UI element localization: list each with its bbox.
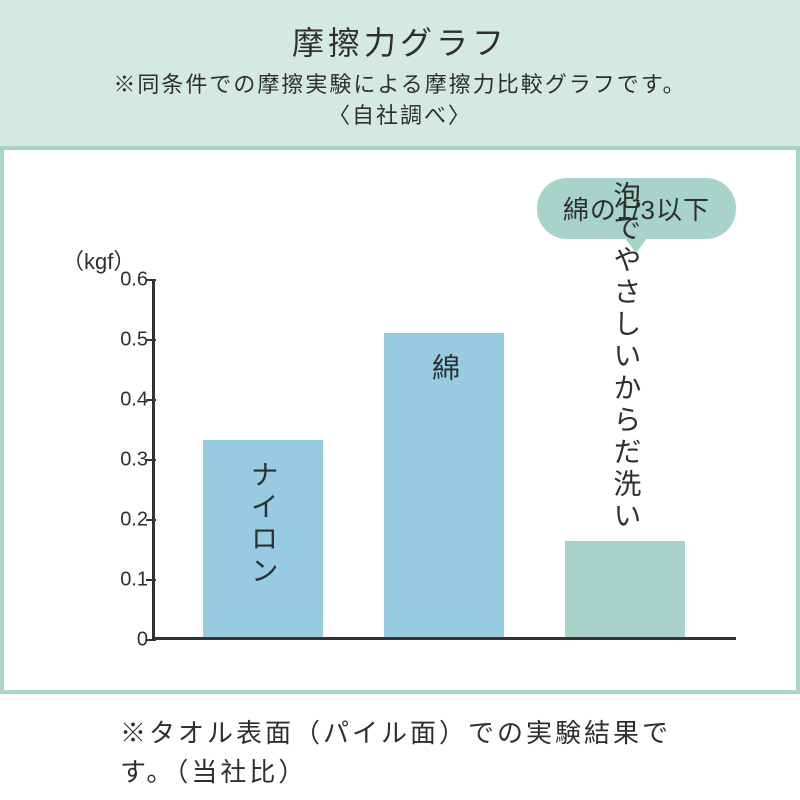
chart-container: 綿の1/3以下 （kgf） 00.10.20.30.40.50.6 ナイロン綿泡… (0, 146, 800, 694)
chart-header: 摩擦力グラフ ※同条件での摩擦実験による摩擦力比較グラフです。 〈自社調べ〉 (0, 0, 800, 146)
bar: ナイロン (203, 440, 323, 636)
x-axis (152, 637, 736, 640)
bars-group: ナイロン 綿泡でやさしいからだ洗い (152, 280, 736, 637)
bar-label: 泡でやさしいからだ洗い (605, 181, 645, 533)
bar: 泡でやさしいからだ洗い (565, 541, 685, 636)
bar-label: 綿 (424, 353, 464, 385)
chart-subtitle: ※同条件での摩擦実験による摩擦力比較グラフです。 〈自社調べ〉 (10, 70, 790, 132)
bar-label: ナイロン (243, 460, 283, 588)
plot-area: 00.10.20.30.40.50.6 ナイロン綿泡でやさしいからだ洗い (104, 280, 736, 640)
y-tick-label: 0.6 (104, 268, 148, 291)
chart-title: 摩擦力グラフ (10, 18, 790, 64)
y-tick-label: 0.2 (104, 508, 148, 531)
y-tick-label: 0.3 (104, 448, 148, 471)
footnote: ※タオル表面（パイル面）での実験結果です。（当社比） (0, 694, 800, 792)
y-tick-label: 0.5 (104, 328, 148, 351)
y-tick-label: 0 (104, 628, 148, 651)
y-tick-label: 0.1 (104, 568, 148, 591)
y-tick-label: 0.4 (104, 388, 148, 411)
y-tick-mark (146, 639, 156, 641)
bar: 綿 (384, 333, 504, 636)
